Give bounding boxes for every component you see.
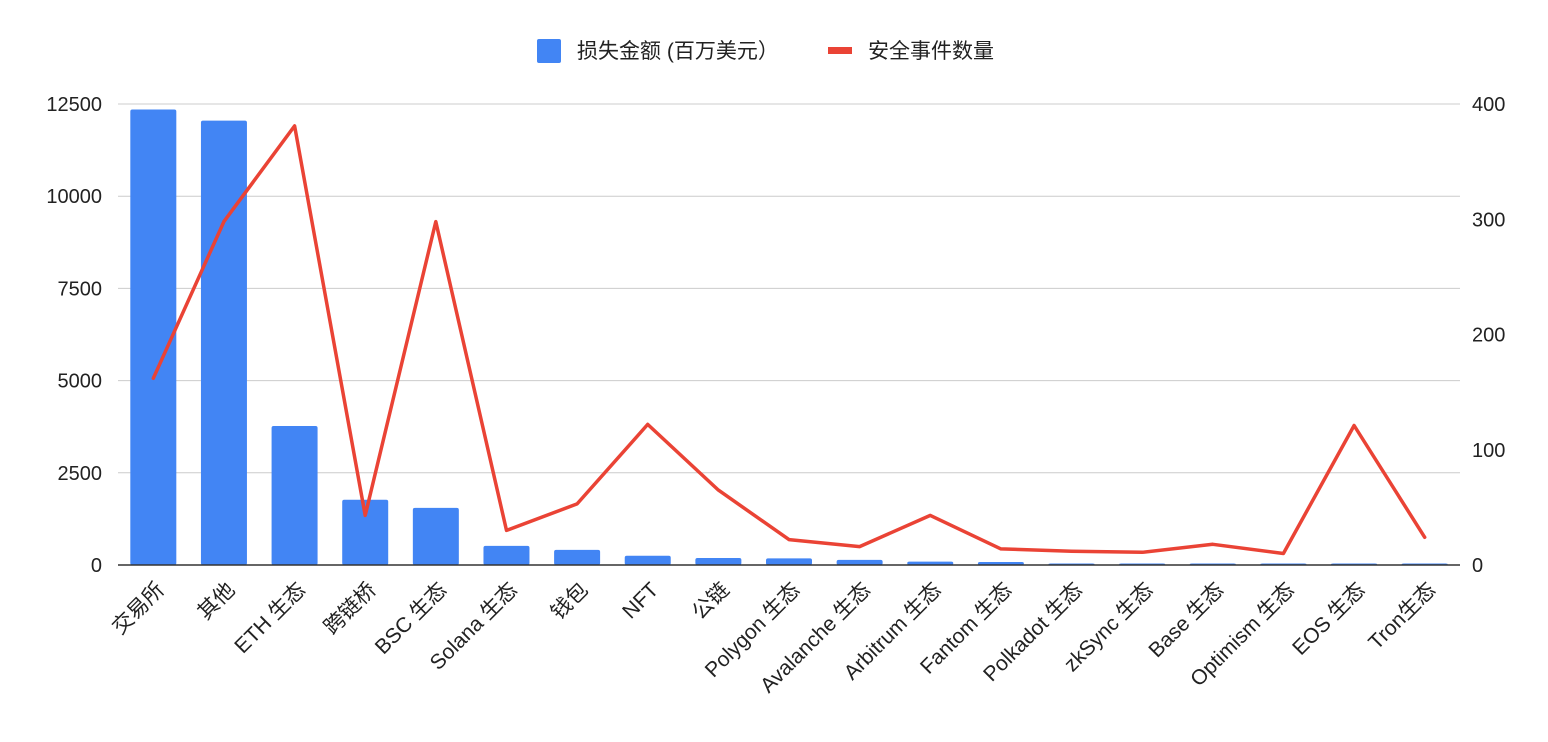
legend: 损失金额 (百万美元） 安全事件数量 bbox=[537, 39, 994, 63]
x-tick-label: ETH 生态 bbox=[230, 578, 310, 658]
bar bbox=[624, 555, 671, 565]
bar bbox=[342, 499, 389, 565]
x-tick-label: 交易所 bbox=[108, 578, 169, 639]
y-right-tick-label: 400 bbox=[1472, 94, 1505, 116]
x-tick-label: 跨链桥 bbox=[320, 578, 381, 639]
legend-swatch-bar bbox=[537, 39, 561, 63]
bar bbox=[483, 545, 530, 565]
x-tick-label: NFT bbox=[618, 578, 663, 623]
legend-label-line: 安全事件数量 bbox=[868, 40, 994, 63]
y-left-tick-label: 12500 bbox=[46, 94, 102, 116]
y-right-tick-label: 200 bbox=[1472, 325, 1505, 347]
legend-label-bar: 损失金额 (百万美元） bbox=[577, 40, 779, 63]
gridlines bbox=[118, 103, 1460, 474]
x-tick-label: 钱包 bbox=[547, 578, 593, 624]
x-tick-label: Tron生态 bbox=[1364, 578, 1440, 654]
bar bbox=[766, 558, 812, 565]
y-left-tick-label: 0 bbox=[91, 555, 102, 577]
bar bbox=[554, 549, 601, 565]
bar bbox=[200, 120, 247, 565]
y-right-tick-label: 100 bbox=[1472, 440, 1505, 462]
y-left-tick-label: 5000 bbox=[58, 371, 103, 393]
bar bbox=[695, 557, 742, 565]
legend-swatch-line bbox=[828, 47, 852, 54]
x-tick-label: 其他 bbox=[194, 578, 240, 624]
axes: 0 2500 5000 7500 10000 12500 0 100 200 300 400 交易所其… bbox=[46, 94, 1505, 697]
series-line bbox=[151, 124, 1427, 556]
y-left-tick-label: 2500 bbox=[58, 463, 103, 485]
bar bbox=[271, 425, 318, 565]
y-right-tick-label: 300 bbox=[1472, 209, 1505, 231]
bar-series bbox=[130, 109, 1448, 566]
y-right-tick-label: 0 bbox=[1472, 555, 1483, 577]
bar bbox=[412, 507, 459, 565]
x-tick-label: EOS 生态 bbox=[1288, 578, 1369, 659]
y-left-tick-label: 10000 bbox=[46, 186, 102, 208]
y-left-tick-label: 7500 bbox=[58, 278, 103, 300]
bar bbox=[836, 559, 883, 565]
line-series bbox=[151, 124, 1427, 556]
bar bbox=[907, 561, 954, 565]
x-tick-label: 公链 bbox=[688, 578, 734, 624]
bar bbox=[130, 109, 177, 566]
